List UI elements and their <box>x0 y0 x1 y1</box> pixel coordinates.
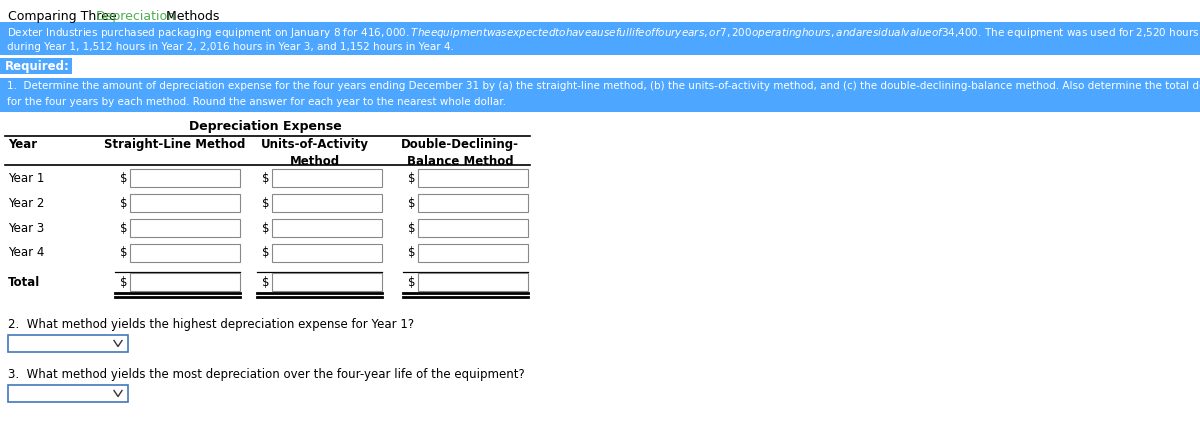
Text: $: $ <box>262 275 270 289</box>
Bar <box>8 385 128 402</box>
Bar <box>418 194 528 212</box>
Text: Units-of-Activity
Method: Units-of-Activity Method <box>262 138 370 168</box>
Bar <box>130 194 240 212</box>
Text: 1.  Determine the amount of depreciation expense for the four years ending Decem: 1. Determine the amount of depreciation … <box>7 81 1200 91</box>
Bar <box>272 244 382 262</box>
Text: Year 4: Year 4 <box>8 246 44 260</box>
Text: $: $ <box>408 275 415 289</box>
Text: $: $ <box>120 221 127 235</box>
Text: during Year 1, 1,512 hours in Year 2, 2,016 hours in Year 3, and 1,152 hours in : during Year 1, 1,512 hours in Year 2, 2,… <box>7 42 454 52</box>
Bar <box>130 273 240 291</box>
Text: Depreciation Expense: Depreciation Expense <box>188 120 341 133</box>
Bar <box>0 78 1200 112</box>
Bar <box>272 194 382 212</box>
Bar <box>130 169 240 187</box>
Text: $: $ <box>120 275 127 289</box>
Bar <box>130 244 240 262</box>
Text: Year 1: Year 1 <box>8 172 44 184</box>
Text: $: $ <box>408 246 415 260</box>
Text: $: $ <box>120 246 127 260</box>
Bar <box>272 219 382 237</box>
Bar <box>0 22 1200 55</box>
Text: $: $ <box>408 221 415 235</box>
Text: $: $ <box>262 196 270 210</box>
Text: $: $ <box>408 172 415 184</box>
Bar <box>130 219 240 237</box>
Text: Double-Declining-
Balance Method: Double-Declining- Balance Method <box>401 138 520 168</box>
Text: $: $ <box>120 196 127 210</box>
Bar <box>0 58 72 74</box>
Text: Required:: Required: <box>5 60 70 73</box>
Bar <box>418 273 528 291</box>
Text: Comparing Three: Comparing Three <box>8 10 121 23</box>
Text: Year: Year <box>8 138 37 151</box>
Text: Methods: Methods <box>162 10 220 23</box>
Text: Depreciation: Depreciation <box>96 10 176 23</box>
Text: $: $ <box>262 172 270 184</box>
Text: 2.  What method yields the highest depreciation expense for Year 1?: 2. What method yields the highest deprec… <box>8 318 414 331</box>
Text: $: $ <box>262 246 270 260</box>
Bar <box>418 244 528 262</box>
Text: $: $ <box>262 221 270 235</box>
Bar <box>418 169 528 187</box>
Bar <box>418 219 528 237</box>
Text: $: $ <box>120 172 127 184</box>
Text: $: $ <box>408 196 415 210</box>
Bar <box>272 273 382 291</box>
Bar <box>8 335 128 352</box>
Text: 3.  What method yields the most depreciation over the four-year life of the equi: 3. What method yields the most depreciat… <box>8 368 524 381</box>
Text: Year 2: Year 2 <box>8 196 44 210</box>
Text: Total: Total <box>8 275 41 289</box>
Text: Straight-Line Method: Straight-Line Method <box>104 138 246 151</box>
Text: for the four years by each method. Round the answer for each year to the nearest: for the four years by each method. Round… <box>7 97 506 107</box>
Text: Dexter Industries purchased packaging equipment on January 8 for $416,000. The e: Dexter Industries purchased packaging eq… <box>7 26 1199 40</box>
Bar <box>272 169 382 187</box>
Text: Year 3: Year 3 <box>8 221 44 235</box>
